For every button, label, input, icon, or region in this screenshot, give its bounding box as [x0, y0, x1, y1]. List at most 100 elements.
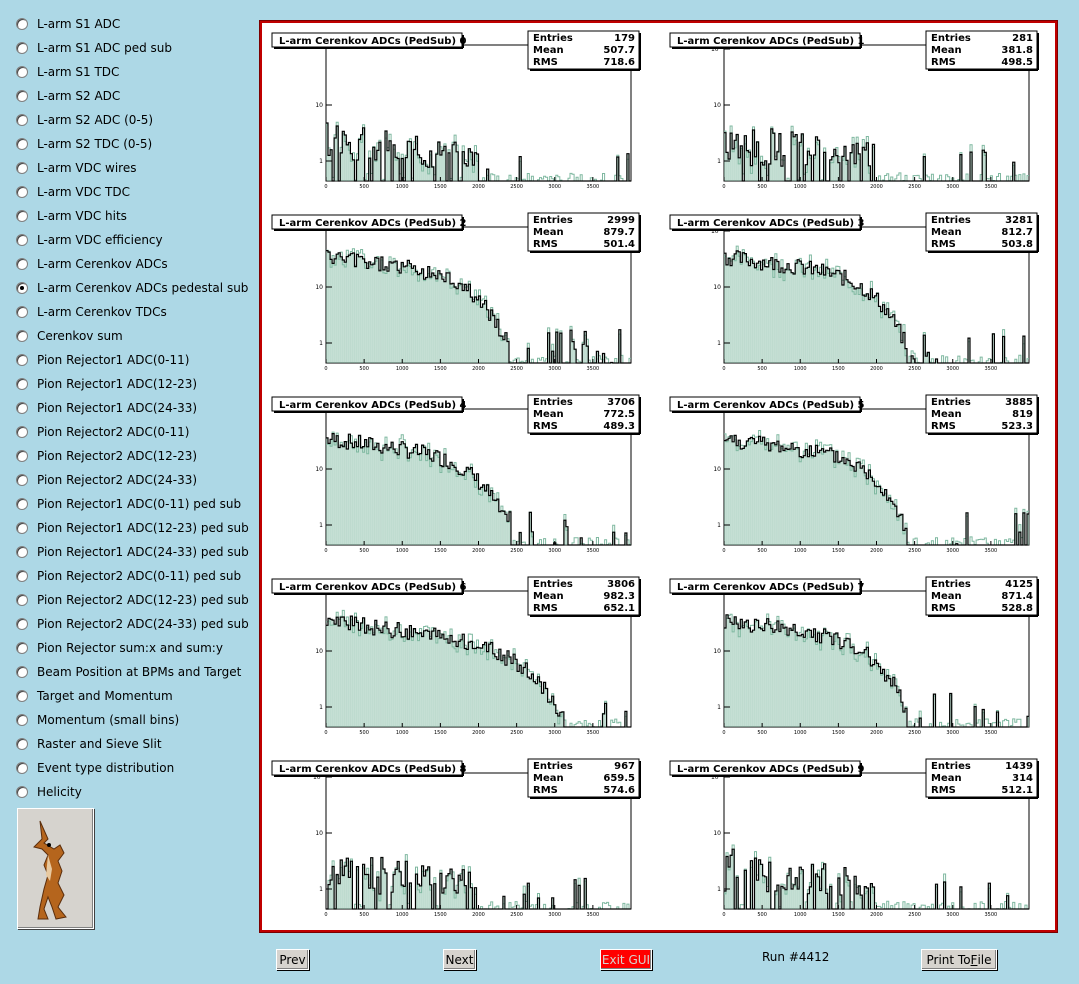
histogram-bar [872, 481, 875, 545]
menu-item[interactable]: Cerenkov sum [0, 324, 250, 348]
histogram-bar [984, 152, 987, 181]
x-tick-label: 3000 [548, 912, 561, 918]
menu-item[interactable]: Pion Rejector2 ADC(24-33) ped sub [0, 612, 250, 636]
menu-item[interactable]: Pion Rejector1 ADC(12-23) ped sub [0, 516, 250, 540]
radio-button[interactable] [16, 330, 28, 342]
menu-item[interactable]: Pion Rejector2 ADC(12-23) [0, 444, 250, 468]
radio-button[interactable] [16, 762, 28, 774]
menu-item[interactable]: Pion Rejector1 ADC(24-33) [0, 396, 250, 420]
radio-button[interactable] [16, 186, 28, 198]
radio-button[interactable] [16, 738, 28, 750]
histogram-bar [452, 641, 455, 727]
histogram-bar [454, 467, 457, 545]
radio-button[interactable] [16, 618, 28, 630]
radio-button[interactable] [16, 714, 28, 726]
menu-item[interactable]: Target and Momentum [0, 684, 250, 708]
menu-item[interactable]: Momentum (small bins) [0, 708, 250, 732]
menu-item[interactable]: Pion Rejector2 ADC(12-23) ped sub [0, 588, 250, 612]
histogram-bar [362, 127, 365, 181]
radio-button[interactable] [16, 402, 28, 414]
menu-item[interactable]: L-arm VDC TDC [0, 180, 250, 204]
y-tick-label: 1 [319, 886, 323, 893]
menu-item[interactable]: L-arm S1 ADC [0, 12, 250, 36]
menu-item[interactable]: Pion Rejector1 ADC(24-33) ped sub [0, 540, 250, 564]
menu-item[interactable]: L-arm S2 TDC (0-5) [0, 132, 250, 156]
histogram-bar [391, 637, 394, 727]
radio-button[interactable] [16, 282, 28, 294]
radio-button[interactable] [16, 18, 28, 30]
menu-item[interactable]: L-arm VDC efficiency [0, 228, 250, 252]
histogram-bar [744, 135, 747, 181]
menu-item[interactable]: L-arm VDC wires [0, 156, 250, 180]
menu-item[interactable]: L-arm S2 ADC (0-5) [0, 108, 250, 132]
histogram-bar [346, 625, 349, 727]
histogram-bar [817, 876, 820, 909]
radio-button[interactable] [16, 594, 28, 606]
radio-button[interactable] [16, 162, 28, 174]
menu-item[interactable]: Pion Rejector2 ADC(0-11) ped sub [0, 564, 250, 588]
menu-item[interactable]: Event type distribution [0, 756, 250, 780]
histogram-bar [846, 160, 849, 181]
series-line-a [724, 614, 1029, 728]
menu-item[interactable]: Helicity [0, 780, 250, 804]
stat-value: 652.1 [603, 603, 635, 614]
menu-item[interactable]: Pion Rejector1 ADC(0-11) [0, 348, 250, 372]
radio-button[interactable] [16, 666, 28, 678]
x-tick-label: 2500 [908, 184, 921, 190]
radio-button[interactable] [16, 306, 28, 318]
x-tick-label: 1500 [832, 912, 845, 918]
menu-item[interactable]: Pion Rejector1 ADC(0-11) ped sub [0, 492, 250, 516]
radio-button[interactable] [16, 66, 28, 78]
radio-button[interactable] [16, 138, 28, 150]
radio-button[interactable] [16, 114, 28, 126]
histogram-bar [405, 861, 408, 909]
next-button[interactable]: Next [443, 949, 476, 970]
histogram-bar [837, 270, 841, 363]
radio-button[interactable] [16, 690, 28, 702]
menu-item[interactable]: L-arm S1 TDC [0, 60, 250, 84]
radio-button[interactable] [16, 42, 28, 54]
panel-title: L-arm Cerenkov ADCs (PedSub) 0 [279, 36, 466, 47]
menu-item[interactable]: L-arm VDC hits [0, 204, 250, 228]
prev-button[interactable]: Prev [276, 949, 309, 970]
radio-button[interactable] [16, 642, 28, 654]
menu-item[interactable]: L-arm Cerenkov ADCs pedestal sub [0, 276, 250, 300]
radio-button[interactable] [16, 354, 28, 366]
menu-item[interactable]: L-arm Cerenkov TDCs [0, 300, 250, 324]
histogram-bar [374, 159, 378, 181]
histogram-bar [890, 685, 893, 727]
histogram-bar [364, 262, 367, 363]
panel-title: L-arm Cerenkov ADCs (PedSub) 5 [677, 400, 864, 411]
menu-item[interactable]: Pion Rejector2 ADC(0-11) [0, 420, 250, 444]
histogram-bar [433, 883, 436, 909]
menu-item[interactable]: Pion Rejector2 ADC(24-33) [0, 468, 250, 492]
radio-button[interactable] [16, 90, 28, 102]
radio-button[interactable] [16, 258, 28, 270]
radio-button[interactable] [16, 546, 28, 558]
radio-button[interactable] [16, 498, 28, 510]
radio-button[interactable] [16, 210, 28, 222]
menu-item[interactable]: L-arm S2 ADC [0, 84, 250, 108]
radio-button[interactable] [16, 522, 28, 534]
histogram-bar [403, 443, 406, 545]
radio-button[interactable] [16, 450, 28, 462]
menu-item[interactable]: L-arm Cerenkov ADCs [0, 252, 250, 276]
radio-button[interactable] [16, 426, 28, 438]
menu-item-label: Pion Rejector2 ADC(24-33) [37, 473, 198, 487]
radio-button[interactable] [16, 570, 28, 582]
histogram-bar [464, 471, 467, 545]
menu-item[interactable]: Pion Rejector1 ADC(12-23) [0, 372, 250, 396]
menu-item[interactable]: Raster and Sieve Slit [0, 732, 250, 756]
histogram-bar [823, 452, 826, 545]
menu-item[interactable]: Pion Rejector sum:x and sum:y [0, 636, 250, 660]
exit-gui-button[interactable]: Exit GUI [600, 949, 652, 970]
histogram-bar [734, 616, 737, 727]
radio-button[interactable] [16, 474, 28, 486]
radio-button[interactable] [16, 234, 28, 246]
histogram-bar [748, 152, 751, 181]
menu-item[interactable]: L-arm S1 ADC ped sub [0, 36, 250, 60]
radio-button[interactable] [16, 378, 28, 390]
menu-item[interactable]: Beam Position at BPMs and Target [0, 660, 250, 684]
radio-button[interactable] [16, 786, 28, 798]
